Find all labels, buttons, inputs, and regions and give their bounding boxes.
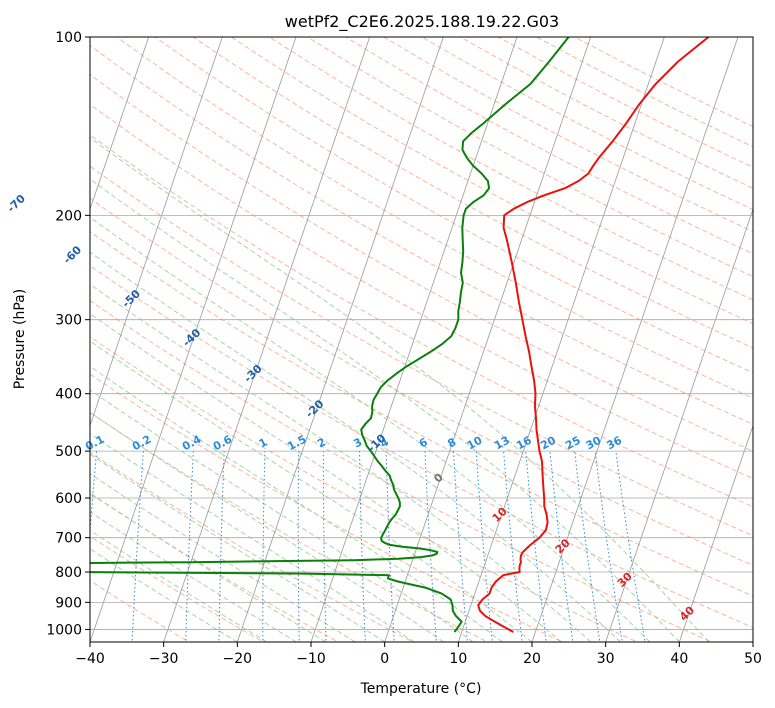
x-tick-label: −10 <box>296 651 326 667</box>
moist-adiabat-line <box>90 389 474 642</box>
moist-adiabat-line <box>90 136 710 642</box>
x-tick-label: 50 <box>744 651 762 667</box>
mixing-ratio-line <box>185 451 194 642</box>
x-tick-label: 20 <box>523 651 541 667</box>
series-lines <box>90 37 710 633</box>
y-tick-label: 500 <box>55 444 82 460</box>
dry-adiabat-line <box>154 37 753 374</box>
isotherm-line <box>310 37 518 642</box>
moist-adiabat-line <box>90 411 444 642</box>
y-tick-label: 700 <box>55 531 82 547</box>
isotherm-line <box>384 37 592 642</box>
moist-adiabat-line <box>90 216 651 642</box>
y-tick-label: 800 <box>55 565 82 581</box>
y-axis: 100 200 300 400 500 600 700 800 900 1000 <box>46 30 90 638</box>
isotherm-line <box>678 424 753 642</box>
isotherm-line <box>90 37 223 427</box>
moist-adiabat-line <box>90 313 562 642</box>
mixing-ratio-line <box>262 451 266 642</box>
y-tick-label: 900 <box>55 595 82 611</box>
plot-frame <box>89 36 754 643</box>
x-tick-label: 30 <box>597 651 615 667</box>
mixing-ratio-line <box>297 451 300 642</box>
y-tick-label: 400 <box>55 387 82 403</box>
dry-adiabat-line <box>230 37 753 325</box>
isotherm-line <box>90 37 297 642</box>
isotherm-line <box>90 37 150 211</box>
mixing-ratio-line <box>218 451 225 642</box>
dry-adiabat-line <box>90 165 753 537</box>
moist-adiabat-line <box>90 473 356 642</box>
x-tick-label: 0 <box>380 651 389 667</box>
isotherm-line <box>605 208 753 642</box>
dry-adiabat-line <box>90 134 753 508</box>
y-tick-label: 600 <box>55 491 82 507</box>
x-tick-label: 10 <box>449 651 467 667</box>
moist-adiabat-line <box>90 251 621 642</box>
x-tick-label: −40 <box>75 651 105 667</box>
mixing-ratio-label: 13 <box>492 434 512 453</box>
dry-adiabat-line <box>90 197 753 566</box>
moist-adiabat-line <box>90 453 385 642</box>
isotherm-line <box>457 37 665 642</box>
moist-adiabat-line <box>90 511 297 642</box>
mixing-ratio-label: 30 <box>584 434 604 453</box>
moist-adiabat-line <box>90 529 268 642</box>
mixing-ratio-line <box>385 451 395 642</box>
moist-adiabat-line <box>90 433 415 642</box>
mixing-ratio-line <box>615 451 646 642</box>
mixing-ratio-label: 20 <box>538 434 558 453</box>
moist-adiabat-line <box>90 365 503 642</box>
mixing-ratio-line <box>359 451 366 642</box>
chart-title: wetPf2_C2E6.2025.188.19.22.G03 <box>285 12 559 32</box>
y-tick-label: 100 <box>55 30 82 46</box>
dry-adiabat-line <box>192 37 753 349</box>
isotherm-line <box>163 37 371 642</box>
x-tick-label: 40 <box>670 651 688 667</box>
dry-adiabat-line <box>90 103 753 480</box>
isotherm-line <box>236 37 444 642</box>
dewpoint-line <box>90 37 570 633</box>
mixing-ratio-label: 16 <box>514 434 534 453</box>
x-axis-label: Temperature (°C) <box>360 681 482 697</box>
x-tick-label: −30 <box>149 651 179 667</box>
mixing-ratio-label: 10 <box>465 434 485 453</box>
y-tick-label: 200 <box>55 208 82 224</box>
dry-adiabat-line <box>269 37 753 301</box>
y-tick-label: 1000 <box>46 622 82 638</box>
y-tick-label: 300 <box>55 313 82 329</box>
x-axis: −40 −30 −20 −10 0 10 20 30 40 50 <box>75 642 762 667</box>
mixing-ratio-line <box>594 451 623 642</box>
mixing-ratio-line <box>322 451 327 642</box>
x-tick-label: −20 <box>223 651 253 667</box>
mixing-ratio-label: 36 <box>604 434 624 453</box>
dry-adiabat-line <box>90 300 713 642</box>
background-lines <box>90 37 753 642</box>
moist-adiabat-line <box>90 178 680 642</box>
mixing-ratio-label: 25 <box>563 434 583 453</box>
temperature-line <box>477 37 710 633</box>
isotherm-line <box>531 37 739 642</box>
y-axis-label: Pressure (hPa) <box>12 289 28 389</box>
